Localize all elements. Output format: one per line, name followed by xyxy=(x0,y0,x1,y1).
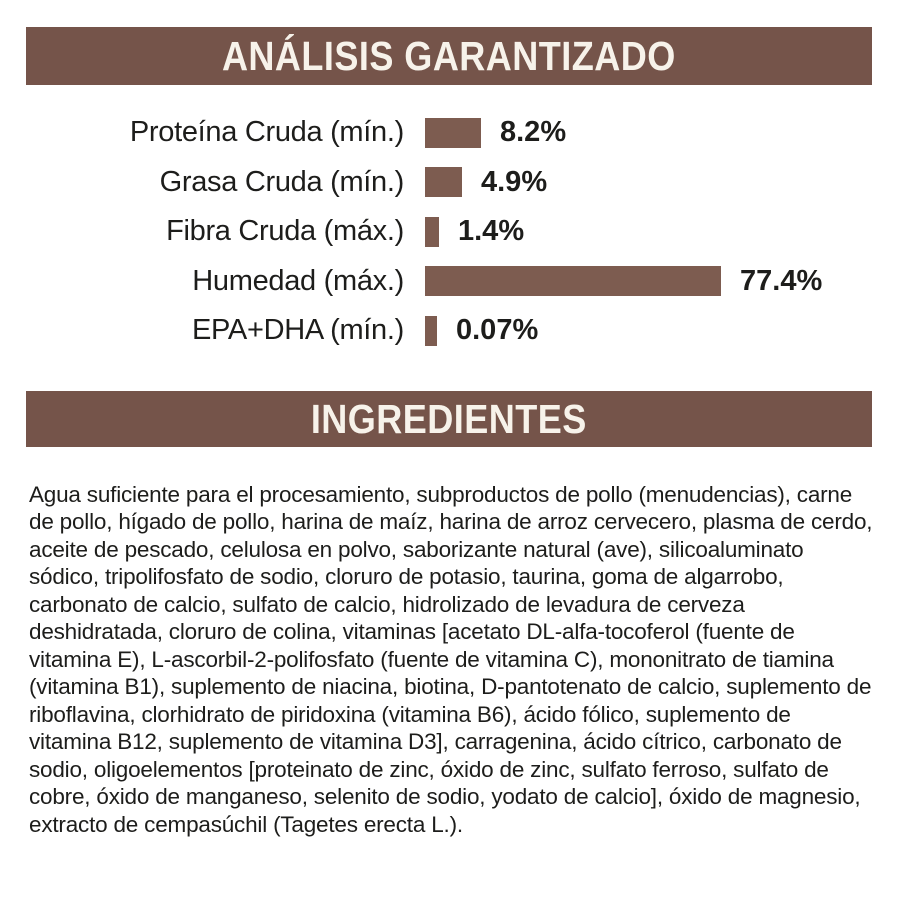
chart-label: Proteína Cruda (mín.) xyxy=(129,116,404,149)
chart-value: 4.9% xyxy=(481,165,548,198)
chart-bar xyxy=(425,266,721,297)
chart-row-crude-fat: Grasa Cruda (mín.) 4.9% xyxy=(0,158,900,208)
ingredients-header: INGREDIENTES xyxy=(26,391,872,447)
chart-value: 8.2% xyxy=(500,116,567,149)
chart-label: Humedad (máx.) xyxy=(192,264,404,297)
chart-label: Grasa Cruda (mín.) xyxy=(159,165,405,198)
chart-bar xyxy=(425,117,481,148)
chart-label: Fibra Cruda (máx.) xyxy=(166,215,404,248)
chart-row-epa-dha: EPA+DHA (mín.) 0.07% xyxy=(0,306,900,356)
chart-value: 0.07% xyxy=(456,314,539,347)
chart-value: 1.4% xyxy=(458,215,525,248)
guaranteed-analysis-header: ANÁLISIS GARANTIZADO xyxy=(26,27,872,85)
chart-bar xyxy=(425,315,437,346)
guaranteed-analysis-title: ANÁLISIS GARANTIZADO xyxy=(222,32,676,79)
ingredients-paragraph: Agua suficiente para el procesamiento, s… xyxy=(29,481,873,837)
chart-row-crude-fiber: Fibra Cruda (máx.) 1.4% xyxy=(0,207,900,257)
chart-value: 77.4% xyxy=(740,264,823,297)
guaranteed-analysis-chart: Proteína Cruda (mín.) 8.2% Grasa Cruda (… xyxy=(0,108,900,356)
chart-bar xyxy=(425,216,439,247)
chart-label: EPA+DHA (mín.) xyxy=(191,314,404,347)
ingredients-title: INGREDIENTES xyxy=(311,395,587,442)
chart-row-moisture: Humedad (máx.) 77.4% xyxy=(0,257,900,307)
chart-row-crude-protein: Proteína Cruda (mín.) 8.2% xyxy=(0,108,900,158)
chart-bar xyxy=(425,167,462,198)
